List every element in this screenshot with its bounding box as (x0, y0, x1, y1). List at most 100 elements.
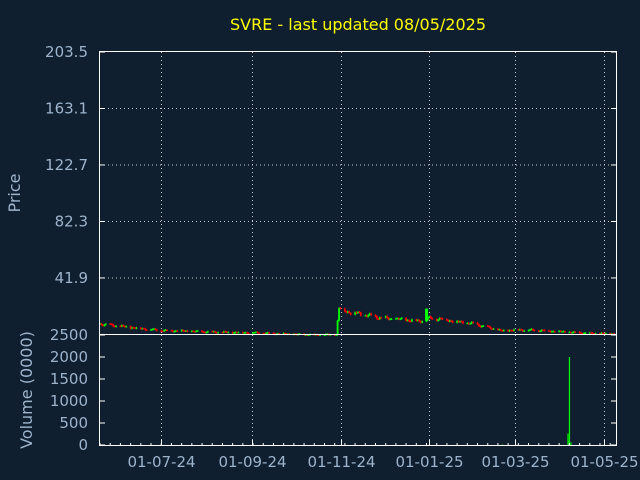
candle-body (599, 333, 601, 335)
candle-body (368, 313, 371, 316)
candle-body (122, 325, 125, 327)
candle-body (498, 329, 501, 331)
candle-body (480, 325, 483, 327)
candle-body (511, 330, 514, 332)
volume-bar (567, 433, 569, 445)
x-axis-ticks: 01-07-24 01-09-24 01-11-24 01-01-25 01-03-25… (99, 440, 639, 471)
candle-body (397, 318, 400, 320)
candle-body (166, 329, 168, 331)
candle-body (163, 330, 166, 332)
candle-body (195, 330, 198, 332)
candle-body (204, 332, 206, 334)
candle-body (418, 319, 421, 322)
price-tick-label: 122.7 (45, 156, 88, 174)
candle-body (113, 326, 116, 328)
candle-body (604, 333, 607, 335)
candle-body (241, 332, 244, 334)
candle-body (406, 320, 409, 322)
candle-body (600, 333, 603, 335)
candle-body (491, 328, 494, 330)
candle-body (222, 331, 225, 333)
candle-body (335, 334, 338, 336)
candle-body (548, 330, 550, 332)
candle-body (190, 331, 193, 333)
candle-body (457, 320, 460, 323)
candle-body (571, 332, 574, 334)
candle-body (221, 332, 224, 334)
candle-body (233, 332, 236, 334)
volume-bar (570, 442, 572, 445)
candle-body (553, 331, 556, 333)
candle-body (145, 329, 148, 331)
candle-body (603, 333, 606, 335)
candle-body (125, 326, 128, 328)
candle-body (215, 332, 218, 334)
candle-body (100, 323, 103, 325)
candle-body (561, 331, 563, 333)
candle-body (578, 331, 581, 333)
volume-bars (501, 357, 606, 445)
candle-body (119, 325, 122, 327)
candle-body (274, 333, 276, 335)
candle-body (400, 317, 403, 319)
candle-body (185, 330, 187, 332)
candle-body (367, 315, 370, 317)
candle-body (186, 330, 189, 332)
candle-body (343, 308, 346, 312)
candle-body (550, 331, 553, 333)
candle-body (237, 332, 240, 334)
candle-body (262, 333, 265, 335)
candle-body (247, 333, 250, 335)
candle-body (532, 329, 534, 331)
volume-bar (568, 357, 571, 445)
candle-body (507, 330, 510, 332)
candle-body (212, 331, 215, 333)
volume-tick-label: 2000 (50, 348, 88, 366)
price-tick-label: 163.1 (45, 99, 88, 117)
x-tick-label: 01-03-25 (481, 453, 549, 471)
candle-body (520, 329, 523, 331)
candle-body (336, 320, 339, 335)
candle-body (329, 334, 332, 336)
candle-body (256, 332, 259, 334)
candle-body (115, 325, 117, 327)
candle-body (171, 330, 174, 332)
candle-body (317, 334, 320, 336)
candle-body (365, 315, 368, 317)
candle-body (306, 334, 308, 336)
x-tick-label: 01-01-25 (395, 453, 463, 471)
candle-body (486, 325, 489, 327)
candle-body (211, 331, 214, 333)
candle-body (435, 319, 438, 321)
candle-body (542, 330, 545, 332)
candle-body (154, 328, 157, 330)
volume-axis-label: Volume (0000) (17, 331, 36, 449)
candle-body (409, 321, 412, 323)
candle-body (170, 330, 173, 332)
candle-body (460, 321, 463, 323)
candle-body (540, 330, 543, 332)
candle-body (584, 332, 587, 334)
volume-tick-label: 500 (59, 414, 88, 432)
x-tick-label: 01-05-25 (570, 453, 638, 471)
candle-body (446, 319, 448, 321)
candle-body (134, 327, 136, 329)
candle-body (112, 324, 115, 327)
candle-body (380, 317, 383, 319)
candle-body (196, 330, 199, 332)
candle-body (333, 334, 336, 336)
candle-body (339, 307, 342, 309)
candle-body (110, 324, 113, 326)
candle-body (323, 334, 326, 336)
candle-body (141, 328, 144, 330)
candle-body (266, 332, 269, 334)
candle-body (174, 330, 177, 332)
candle-body (265, 332, 268, 334)
volume-panel-frame (99, 334, 617, 446)
candle-body (236, 332, 238, 334)
candle-body (142, 328, 145, 330)
candle-body (609, 333, 612, 335)
candle-body (438, 318, 441, 320)
candle-body (415, 319, 418, 321)
